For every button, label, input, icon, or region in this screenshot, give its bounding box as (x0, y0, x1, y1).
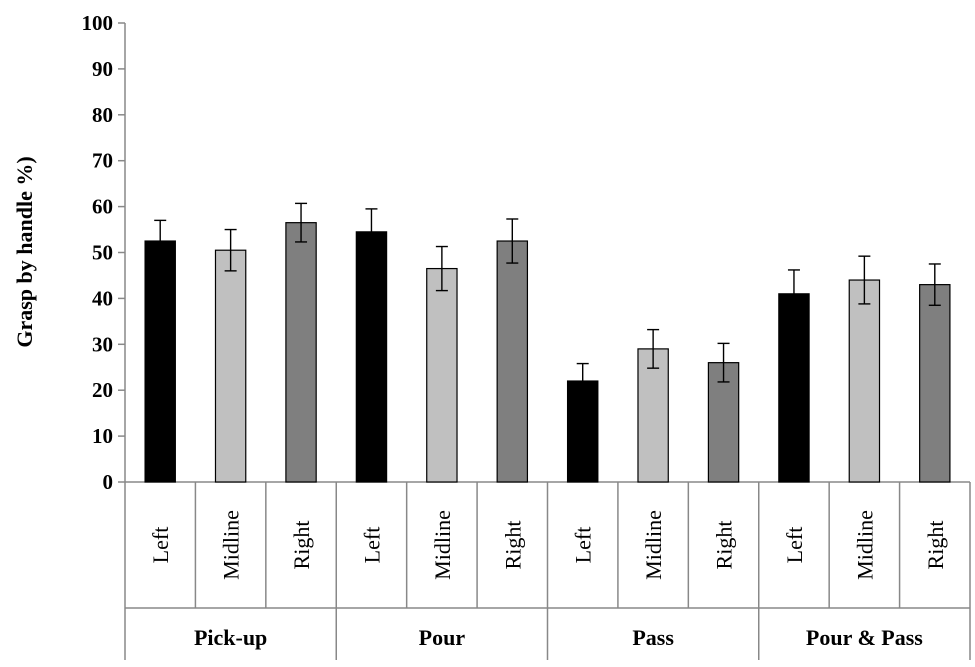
bar (426, 267, 458, 483)
bar (214, 249, 247, 483)
y-tick-label: 80 (92, 103, 113, 127)
bar (285, 222, 317, 483)
axes: 0 10 20 30 40 50 60 70 80 90 100 (82, 11, 970, 494)
category-labels: Left Midline Right Pick-up Left Midline Right P… (124, 482, 971, 660)
y-tick-label: 70 (92, 149, 113, 173)
category-label: Midline (641, 510, 666, 580)
category-label: Left (782, 527, 807, 564)
y-tick-label: 60 (92, 195, 113, 219)
category-label: Midline (430, 510, 455, 580)
y-tick-label: 90 (92, 57, 113, 81)
category-label: Midline (219, 510, 244, 580)
category-label: Left (148, 527, 173, 564)
bars (144, 222, 951, 483)
y-tick-label: 100 (82, 11, 114, 35)
group-label: Pass (632, 625, 674, 650)
y-tick-label: 20 (92, 378, 113, 402)
y-tick-label: 50 (92, 241, 113, 265)
category-label: Midline (852, 510, 877, 580)
bar (144, 240, 176, 483)
category-label: Right (923, 521, 948, 570)
category-label: Left (359, 527, 384, 564)
group-label: Pour & Pass (806, 625, 923, 650)
y-tick-label: 40 (92, 286, 113, 310)
y-tick-label: 30 (92, 332, 113, 356)
error-bars (154, 202, 941, 400)
bar (496, 240, 529, 483)
category-label: Right (712, 521, 737, 570)
group-label: Pick-up (194, 625, 267, 650)
category-label: Right (289, 521, 314, 570)
bar (848, 279, 881, 483)
y-tick-label: 10 (92, 424, 113, 448)
bar (637, 348, 669, 483)
y-tick-label: 0 (103, 470, 114, 494)
bar (778, 293, 810, 483)
y-axis-title: Grasp by handle %) (12, 156, 37, 347)
group-label: Pour (419, 625, 466, 650)
bar (355, 231, 388, 483)
category-label: Left (571, 527, 596, 564)
category-label: Right (500, 521, 525, 570)
bar (919, 284, 951, 483)
